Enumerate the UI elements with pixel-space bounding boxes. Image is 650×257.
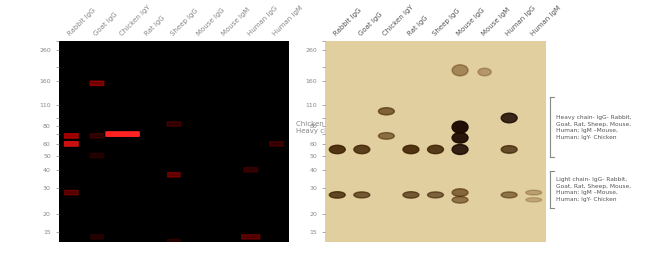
Ellipse shape <box>378 108 395 115</box>
FancyBboxPatch shape <box>64 142 78 146</box>
FancyBboxPatch shape <box>64 190 78 195</box>
Text: Sheep IgG: Sheep IgG <box>170 8 199 37</box>
Ellipse shape <box>330 145 345 154</box>
FancyBboxPatch shape <box>106 132 139 136</box>
Ellipse shape <box>452 121 468 133</box>
Text: Mouse IgM: Mouse IgM <box>221 6 252 37</box>
Text: Light chain- IgG- Rabbit,
Goat, Rat, Sheep, Mouse,
Human; IgM –Mouse,
Human; IgY: Light chain- IgG- Rabbit, Goat, Rat, She… <box>556 177 631 202</box>
Ellipse shape <box>378 133 395 139</box>
Ellipse shape <box>526 198 541 202</box>
Ellipse shape <box>428 145 443 154</box>
Text: Rabbit IgG: Rabbit IgG <box>333 7 363 37</box>
Text: Goat IgG: Goat IgG <box>93 11 118 37</box>
FancyBboxPatch shape <box>90 81 104 86</box>
Ellipse shape <box>330 192 345 198</box>
Ellipse shape <box>428 192 443 198</box>
Ellipse shape <box>403 192 419 198</box>
Text: Mouse IgG: Mouse IgG <box>456 7 486 37</box>
Text: Heavy chain- IgG- Rabbit,
Goat, Rat, Sheep, Mouse,
Human; IgM –Mouse,
Human; IgY: Heavy chain- IgG- Rabbit, Goat, Rat, She… <box>556 115 631 140</box>
Text: Human IgM: Human IgM <box>272 5 305 37</box>
FancyBboxPatch shape <box>242 235 260 239</box>
Ellipse shape <box>526 190 541 195</box>
FancyBboxPatch shape <box>90 153 104 158</box>
Ellipse shape <box>452 189 468 196</box>
FancyBboxPatch shape <box>244 168 257 172</box>
FancyBboxPatch shape <box>167 122 181 126</box>
Ellipse shape <box>452 133 468 143</box>
Text: Sheep IgG: Sheep IgG <box>431 8 461 37</box>
Text: Chicken IgY
Heavy chain: Chicken IgY Heavy chain <box>296 121 339 134</box>
FancyBboxPatch shape <box>90 134 104 138</box>
Text: Goat IgG: Goat IgG <box>358 11 384 37</box>
Ellipse shape <box>452 65 468 76</box>
Ellipse shape <box>501 113 517 123</box>
Text: Chicken IgY: Chicken IgY <box>382 4 415 37</box>
Ellipse shape <box>478 68 491 76</box>
FancyBboxPatch shape <box>168 239 180 244</box>
Ellipse shape <box>501 192 517 198</box>
FancyBboxPatch shape <box>64 134 78 138</box>
Ellipse shape <box>354 192 370 198</box>
FancyBboxPatch shape <box>168 172 180 177</box>
Ellipse shape <box>501 146 517 153</box>
Text: Rat IgG: Rat IgG <box>407 15 429 37</box>
Text: Human IgM: Human IgM <box>530 5 562 37</box>
Text: Mouse IgM: Mouse IgM <box>480 6 511 37</box>
FancyBboxPatch shape <box>270 142 283 146</box>
Text: Human IgG: Human IgG <box>246 5 279 37</box>
Text: Rat IgG: Rat IgG <box>144 15 166 37</box>
FancyBboxPatch shape <box>91 235 103 239</box>
Ellipse shape <box>354 145 370 154</box>
Text: Chicken IgY: Chicken IgY <box>118 4 151 37</box>
Text: Human IgG: Human IgG <box>505 5 537 37</box>
Ellipse shape <box>452 197 468 203</box>
Text: Mouse IgG: Mouse IgG <box>195 7 226 37</box>
Ellipse shape <box>452 144 468 154</box>
Ellipse shape <box>403 145 419 154</box>
Text: Rabbit IgG: Rabbit IgG <box>67 7 97 37</box>
